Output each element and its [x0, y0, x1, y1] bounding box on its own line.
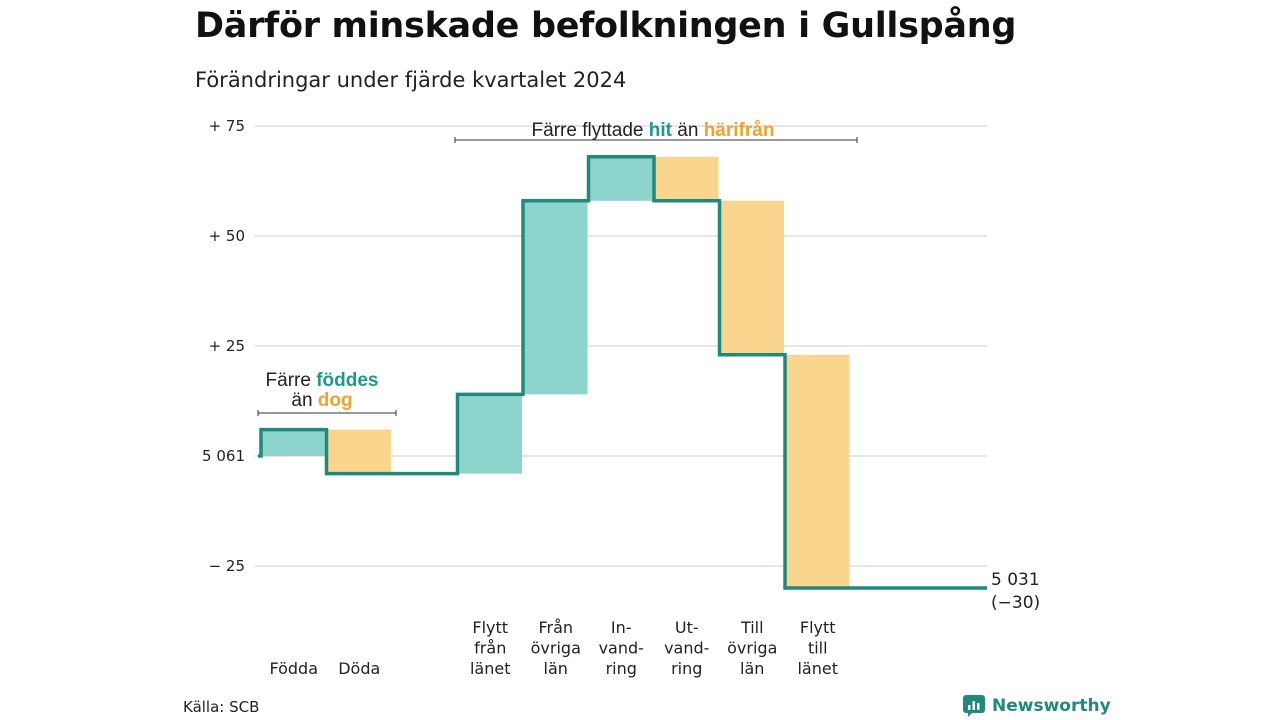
annotation-text-part: föddes [316, 370, 378, 391]
annotation-text-part: än [291, 390, 317, 411]
annotation-text-part: Färre flyttade [532, 120, 649, 141]
y-tick-label: + 75 [209, 117, 245, 135]
category-label: Flytt [472, 618, 508, 637]
brand-name: Newsworthy [992, 696, 1111, 716]
chart-subtitle: Förändringar under fjärde kvartalet 2024 [195, 68, 627, 92]
category-label: län [544, 659, 568, 678]
newsworthy-logo-icon [963, 695, 985, 717]
source-note: Källa: SCB [183, 698, 260, 716]
category-label: övriga [727, 639, 777, 658]
annotation-text-part: hit [649, 120, 673, 141]
annotation-births: Färre föddes [266, 370, 379, 391]
annotation-births-line2: än dog [291, 390, 352, 411]
category-label: vand- [599, 639, 644, 658]
annotation-text-part: dog [318, 390, 353, 411]
annotation-text-part: Färre [266, 370, 317, 391]
y-tick-label: + 25 [209, 337, 245, 355]
category-label: Flytt [800, 618, 836, 637]
category-label: länet [797, 659, 838, 678]
waterfall-bar [457, 394, 522, 474]
y-tick-label: 5 061 [202, 447, 245, 465]
annotation-text-part: än [672, 120, 704, 141]
category-label: In- [611, 618, 632, 637]
category-label: Födda [269, 659, 318, 678]
waterfall-bar [588, 156, 653, 201]
category-label: Till [740, 618, 764, 637]
y-tick-label: − 25 [209, 557, 245, 575]
category-label: till [808, 639, 828, 658]
waterfall-bar [326, 429, 391, 474]
annotation-text-part: härifrån [704, 120, 775, 141]
category-label: Från [538, 618, 573, 637]
category-label: ring [671, 659, 702, 678]
chart-title: Därför minskade befolkningen i Gullspång [195, 6, 1017, 46]
category-label: från [474, 639, 506, 658]
category-label: Ut- [675, 618, 699, 637]
category-label: länet [470, 659, 511, 678]
category-label: Döda [338, 659, 380, 678]
category-label: övriga [531, 639, 581, 658]
waterfall-bar [523, 200, 588, 395]
category-label: vand- [664, 639, 709, 658]
y-tick-label: + 50 [209, 227, 245, 245]
brand-logo: Newsworthy [962, 694, 1111, 718]
end-value-label: 5 031 [991, 570, 1040, 590]
waterfall-bar [654, 156, 719, 201]
category-label: ring [606, 659, 637, 678]
waterfall-bar [785, 354, 850, 588]
cumulative-step-line [258, 155, 987, 590]
waterfall-bar [261, 429, 326, 456]
annotation-migration: Färre flyttade hit än härifrån [532, 120, 775, 141]
category-label: län [740, 659, 764, 678]
end-change-label: (−30) [991, 593, 1040, 613]
waterfall-bar [719, 200, 784, 355]
